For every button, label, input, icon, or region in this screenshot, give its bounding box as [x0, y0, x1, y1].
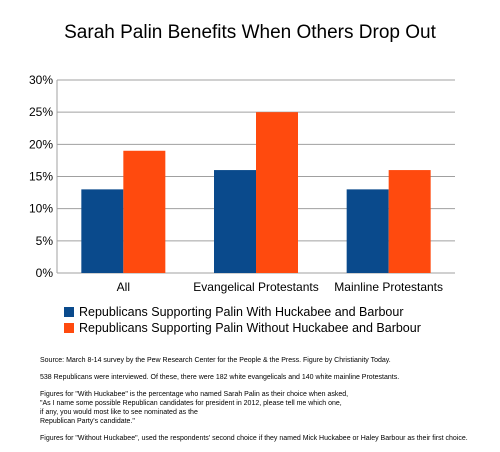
legend-swatch-with [64, 307, 74, 317]
y-tick-label: 20% [29, 137, 53, 151]
legend: Republicans Supporting Palin With Huckab… [64, 304, 421, 336]
without-huckabee-note: Figures for "Without Huckabee", used the… [40, 435, 468, 442]
source-note: Source: March 8-14 survey by the Pew Res… [40, 357, 391, 364]
legend-item-without: Republicans Supporting Palin Without Huc… [64, 320, 421, 336]
y-tick-label: 25% [29, 105, 53, 119]
legend-label-with: Republicans Supporting Palin With Huckab… [79, 305, 404, 319]
y-tick-label: 30% [29, 73, 53, 87]
x-tick-label: All [117, 280, 130, 294]
bar [214, 170, 256, 273]
with-huckabee-note: Figures for "With Huckabee" is the perce… [40, 391, 349, 425]
y-tick-label: 5% [36, 234, 54, 248]
bar [346, 189, 389, 273]
x-tick-label: Mainline Protestants [334, 280, 443, 294]
legend-item-with: Republicans Supporting Palin With Huckab… [64, 304, 421, 320]
source-notes: Source: March 8-14 survey by the Pew Res… [40, 356, 496, 451]
legend-label-without: Republicans Supporting Palin Without Huc… [79, 321, 421, 335]
sample-note: 538 Republicans were interviewed. Of the… [40, 374, 400, 381]
bar-chart: 0% 5% 10% 15% 20% 25% 30% All Evangelical Protes… [29, 73, 455, 294]
bar [81, 189, 124, 273]
y-tick-label: 15% [29, 170, 53, 184]
y-tick-label: 0% [36, 266, 54, 280]
bar [388, 170, 431, 273]
bar [123, 150, 166, 273]
x-tick-label: Evangelical Protestants [193, 280, 318, 294]
y-tick-label: 10% [29, 202, 53, 216]
legend-swatch-without [64, 323, 74, 333]
bar [256, 112, 298, 274]
chart-title: Sarah Palin Benefits When Others Drop Ou… [64, 22, 436, 43]
